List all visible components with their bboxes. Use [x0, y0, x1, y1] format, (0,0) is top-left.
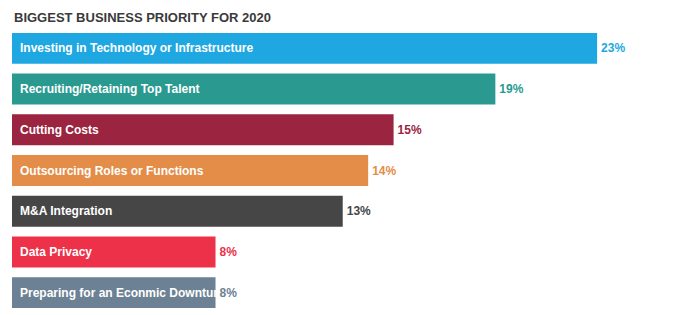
- svg-text:Cutting Costs: Cutting Costs: [20, 123, 99, 137]
- svg-text:13%: 13%: [347, 204, 371, 218]
- svg-text:Investing in Technology or Inf: Investing in Technology or Infrastructur…: [20, 41, 253, 55]
- svg-text:Recruiting/Retaining Top Talen: Recruiting/Retaining Top Talent: [20, 82, 200, 96]
- svg-text:14%: 14%: [372, 164, 396, 178]
- svg-text:Data Privacy: Data Privacy: [20, 245, 92, 259]
- svg-text:BIGGEST BUSINESS PRIORITY FOR: BIGGEST BUSINESS PRIORITY FOR 2020: [14, 10, 271, 25]
- svg-text:19%: 19%: [499, 82, 523, 96]
- svg-text:M&A Integration: M&A Integration: [20, 204, 112, 218]
- svg-text:8%: 8%: [220, 286, 238, 300]
- svg-text:23%: 23%: [601, 41, 625, 55]
- svg-text:8%: 8%: [220, 245, 238, 259]
- svg-text:15%: 15%: [398, 123, 422, 137]
- svg-text:Outsourcing Roles or Functions: Outsourcing Roles or Functions: [20, 164, 204, 178]
- svg-text:Preparing for an Econmic Downt: Preparing for an Econmic Downturn: [20, 286, 225, 300]
